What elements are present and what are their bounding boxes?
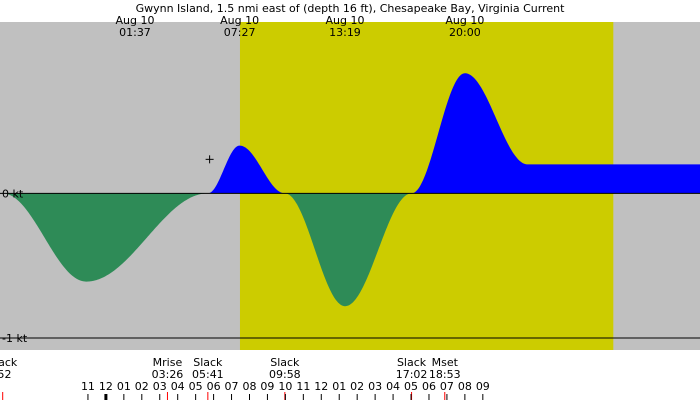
event-time-3: 09:58: [269, 368, 301, 381]
hour-tick-label-4: 03: [153, 380, 167, 393]
peak-time-label-3: 20:00: [449, 26, 481, 39]
hour-tick-label-19: 06: [422, 380, 436, 393]
peak-date-label-1: Aug 10: [220, 14, 259, 27]
current-areas: [0, 73, 700, 307]
event-label-0: Slack: [0, 356, 18, 369]
event-label-2: Slack: [193, 356, 223, 369]
peak-date-label-0: Aug 10: [115, 14, 154, 27]
hour-tick-label-7: 06: [207, 380, 221, 393]
hour-tick-label-0: 11: [81, 380, 95, 393]
chart-title: Gwynn Island, 1.5 nmi east of (depth 16 …: [136, 2, 566, 15]
event-label-5: Mset: [432, 356, 459, 369]
peak-time-label-2: 13:19: [329, 26, 361, 39]
hour-tick-label-21: 08: [458, 380, 472, 393]
hour-tick-label-13: 12: [314, 380, 328, 393]
hour-tick-label-6: 05: [189, 380, 203, 393]
hour-tick-label-1: 12: [99, 380, 113, 393]
hour-tick-label-12: 11: [296, 380, 310, 393]
flood-area-2: [208, 145, 284, 194]
event-time-5: 18:53: [429, 368, 461, 381]
hour-tick-label-14: 01: [332, 380, 346, 393]
hour-tick-label-2: 01: [117, 380, 131, 393]
ebb-area-1: [3, 193, 207, 282]
hour-tick-label-9: 08: [242, 380, 256, 393]
axis-background: [0, 350, 700, 400]
event-time-1: 03:26: [152, 368, 184, 381]
y-tick-label-0: 0 kt: [2, 187, 24, 200]
hour-tick-label-16: 03: [368, 380, 382, 393]
event-label-1: Mrise: [153, 356, 183, 369]
event-time-0: :52: [0, 368, 12, 381]
peak-time-label-0: 01:37: [119, 26, 151, 39]
ebb-area-3: [285, 193, 411, 307]
label-layer: Gwynn Island, 1.5 nmi east of (depth 16 …: [0, 2, 565, 393]
peak-time-label-1: 07:27: [224, 26, 256, 39]
peak-date-label-3: Aug 10: [445, 14, 484, 27]
event-label-3: Slack: [270, 356, 300, 369]
hour-tick-label-18: 05: [404, 380, 418, 393]
hour-tick-label-22: 09: [476, 380, 490, 393]
hour-tick-label-10: 09: [260, 380, 274, 393]
hour-tick-label-8: 07: [225, 380, 239, 393]
hour-tick-label-15: 02: [350, 380, 364, 393]
hour-tick-label-11: 10: [278, 380, 292, 393]
peak-date-label-2: Aug 10: [325, 14, 364, 27]
hour-tick-label-20: 07: [440, 380, 454, 393]
y-tick-label-1: -1 kt: [2, 332, 28, 345]
hour-tick-label-3: 02: [135, 380, 149, 393]
hour-tick-label-5: 04: [171, 380, 185, 393]
flood-area-4: [412, 73, 700, 194]
event-label-4: Slack: [397, 356, 427, 369]
axis-layer: [0, 155, 700, 400]
event-time-4: 17:02: [396, 368, 428, 381]
hour-tick-label-17: 04: [386, 380, 400, 393]
event-time-2: 05:41: [192, 368, 224, 381]
